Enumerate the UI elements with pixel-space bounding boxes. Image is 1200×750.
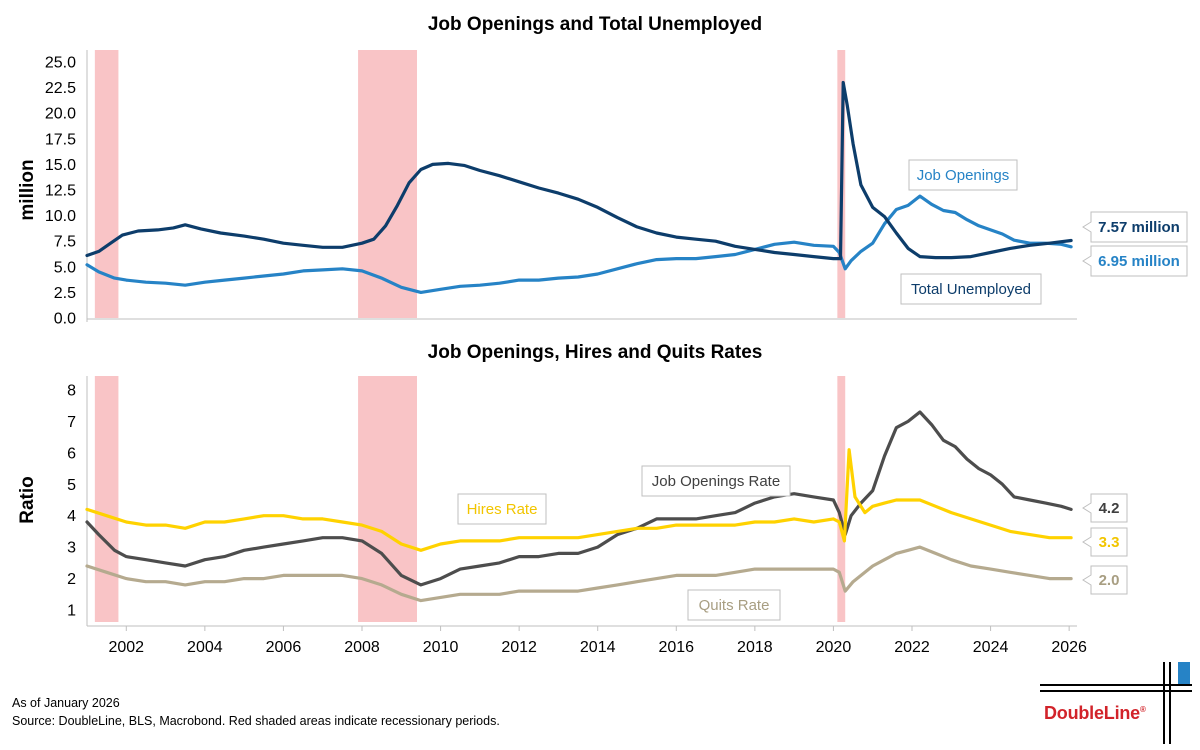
series-label-quits-rate: Quits Rate [699,597,770,614]
y-tick-label: 25.0 [45,55,76,72]
x-tick-label: 2012 [501,639,537,656]
doubleline-logo-mark [1040,662,1192,744]
end-value-hires-rate: 3.3 [1099,534,1120,551]
y-tick-label: 8 [67,383,76,400]
chart-canvas: 0.0 2.5 5.0 7.5 10.0 12.5 15.0 17.5 20.0 22.5 25.0… [17,14,1188,656]
top-chart-panel: 0.0 2.5 5.0 7.5 10.0 12.5 15.0 17.5 20.0 22.5 25.0… [45,50,1188,328]
series-label-job-openings: Job Openings [917,167,1010,184]
y-tick-label: 15.0 [45,157,76,174]
y-tick-label: 5.0 [54,259,76,276]
x-tick-label: 2002 [108,639,144,656]
y-tick-label: 12.5 [45,183,76,200]
end-value-total-unemployed: 7.57 million [1098,219,1180,236]
y-tick-label: 20.0 [45,106,76,123]
y-tick-label: 2 [67,571,76,588]
end-value-box [1082,211,1188,243]
series-label-box [900,273,1042,305]
y-tick-label: 6 [67,445,76,462]
recession-band [94,376,119,622]
end-value-box [1082,527,1128,557]
series-label-box [641,465,791,497]
series-line-quits-rate [85,545,1073,603]
series-label-box [457,493,547,525]
y-tick-label: 5 [67,477,76,494]
x-tick-label: 2014 [580,639,616,656]
chart-title: Job Openings, Hires and Quits Rates [428,342,763,363]
y-tick-label: 2.5 [54,285,76,302]
x-tick-label: 2008 [344,639,380,656]
end-value-job-openings: 6.95 million [1098,253,1180,270]
series-line-job-openings-rate [85,410,1073,587]
x-tick-label: 2004 [187,639,223,656]
y-axis-label: Ratio [17,476,38,524]
end-value-box [1082,565,1128,595]
y-tick-label: 22.5 [45,80,76,97]
y-tick-label: 17.5 [45,131,76,148]
x-tick-label: 2026 [1051,639,1087,656]
bottom-chart-panel: 1 2 3 4 5 6 7 8 Job Openings Rate 4.2 Hires Rate 3… [67,376,1128,627]
y-tick-label: 7.5 [54,234,76,251]
x-tick-label: 2010 [423,639,459,656]
series-line-job-openings [85,194,1073,294]
series-label-hires-rate: Hires Rate [467,501,538,518]
series-line-hires-rate [85,448,1073,552]
series-label-box [687,589,781,621]
chart-title: Job Openings and Total Unemployed [428,14,762,35]
series-label-box [908,159,1018,191]
end-value-box [1082,245,1188,277]
x-tick-label: 2006 [266,639,302,656]
source-note: Source: DoubleLine, BLS, Macrobond. Red … [12,714,500,728]
x-tick-label: 2020 [816,639,852,656]
x-tick-label: 2024 [973,639,1009,656]
logo-mark: ® [1140,705,1146,714]
y-tick-label: 7 [67,414,76,431]
x-tick-label: 2022 [894,639,930,656]
y-tick-label: 3 [67,540,76,557]
y-tick-label: 1 [67,603,76,620]
end-value-job-openings-rate: 4.2 [1099,500,1120,517]
series-line-total-unemployed [85,80,1073,261]
x-tick-label: 2016 [658,639,694,656]
doubleline-logo: DoubleLine® [1036,660,1192,744]
y-tick-label: 4 [67,508,76,525]
recession-band [837,376,846,622]
y-tick-label: 10.0 [45,208,76,225]
end-value-box [1082,493,1128,523]
y-axis-label: million [17,159,38,220]
as-of-note: As of January 2026 [12,696,120,710]
x-tick-label: 2018 [737,639,773,656]
recession-band [358,376,417,622]
series-label-job-openings-rate: Job Openings Rate [652,473,780,490]
y-tick-label: 0.0 [54,311,76,328]
logo-text: DoubleLine [1044,703,1140,723]
series-label-total-unemployed: Total Unemployed [911,281,1031,298]
end-value-quits-rate: 2.0 [1099,572,1120,589]
